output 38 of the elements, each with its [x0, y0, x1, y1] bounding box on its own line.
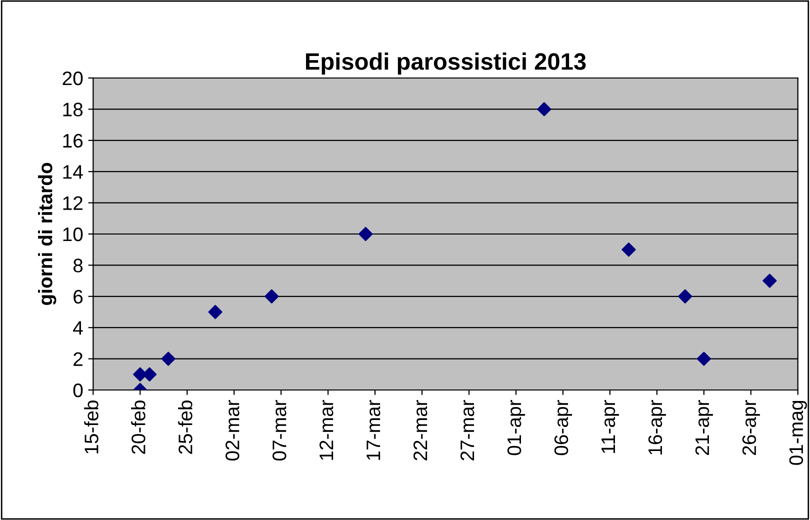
- chart-title: Episodi parossistici 2013: [306, 52, 586, 75]
- x-tick-label: 02-mar: [226, 400, 240, 461]
- x-tick-label: 15-feb: [84, 400, 98, 454]
- x-tick-label: 17-mar: [366, 400, 380, 460]
- x-tick-label: 20-feb: [131, 400, 146, 454]
- x-tick-label: 21-apr: [695, 400, 713, 455]
- y-tick-label: 6: [74, 290, 83, 304]
- y-tick-label: 2: [74, 352, 82, 366]
- y-axis-title: giorni di ritardo: [38, 162, 56, 306]
- x-tick-label: 11-apr: [602, 400, 619, 454]
- y-tick-label: 0: [73, 383, 83, 398]
- point: [622, 242, 636, 257]
- x-tick-label: 26-apr: [742, 400, 760, 455]
- y-tick-label: 20: [62, 71, 83, 86]
- x-tick-label: 06-apr: [554, 400, 572, 456]
- point: [208, 304, 222, 320]
- y-tick-label: 18: [63, 102, 83, 116]
- x-tick-label: 16-apr: [648, 400, 666, 454]
- y-tick-label: 14: [63, 165, 83, 179]
- point: [537, 102, 552, 116]
- x-tick-label: 25-feb: [178, 400, 192, 454]
- point: [161, 352, 176, 366]
- point: [762, 274, 777, 288]
- x-tick-label: 07-mar: [272, 400, 286, 461]
- y-tick-label: 8: [73, 258, 83, 272]
- x-tick-label: 01-mag: [789, 400, 807, 465]
- y-tick-label: 12: [63, 196, 82, 210]
- y-tick-label: 10: [63, 227, 83, 242]
- point: [264, 289, 279, 304]
- y-tick-label: 4: [73, 321, 83, 335]
- point: [678, 289, 692, 304]
- x-tick-label: 22-mar: [413, 400, 428, 460]
- x-tick-label: 27-mar: [460, 400, 474, 460]
- point: [696, 352, 711, 366]
- x-tick-label: 12-mar: [320, 400, 334, 460]
- point: [358, 226, 373, 242]
- x-tick-label: 01-apr: [507, 400, 526, 456]
- y-tick-label: 16: [63, 134, 83, 148]
